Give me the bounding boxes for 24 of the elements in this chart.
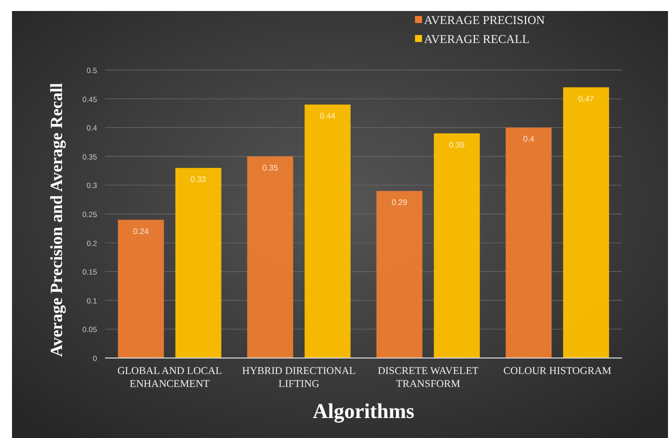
data-label: 0.47 — [578, 94, 594, 104]
data-label: 0.4 — [523, 134, 535, 144]
bar — [118, 220, 164, 358]
bar — [506, 128, 552, 358]
legend-label: AVERAGE PRECISION — [424, 13, 546, 27]
y-axis-title: Average Precision and Average Recall — [47, 82, 66, 357]
bar — [376, 190, 422, 358]
bar — [175, 168, 222, 358]
data-label: 0.33 — [190, 174, 207, 184]
x-axis-title: Algorithms — [312, 399, 414, 423]
bar — [247, 156, 294, 358]
bar — [434, 133, 480, 358]
data-label: 0.29 — [392, 198, 408, 207]
x-tick-label: DISCRETE WAVELET TRANSFORM — [378, 366, 480, 390]
x-tick-label: HYBRID DIRECTIONAL LIFTING — [242, 366, 356, 390]
legend-label: AVERAGE RECALL — [424, 32, 530, 46]
data-label: 0.24 — [133, 226, 150, 236]
data-label: 0.35 — [262, 163, 278, 172]
x-tick-label: GLOBAL AND LOCAL ENHANCEMENT — [117, 366, 222, 390]
x-tick-label: COLOUR HISTOGRAM — [503, 366, 612, 377]
data-label: 0.44 — [320, 112, 336, 121]
data-label: 0.39 — [449, 140, 466, 150]
bar — [304, 104, 351, 358]
bar — [563, 87, 610, 358]
